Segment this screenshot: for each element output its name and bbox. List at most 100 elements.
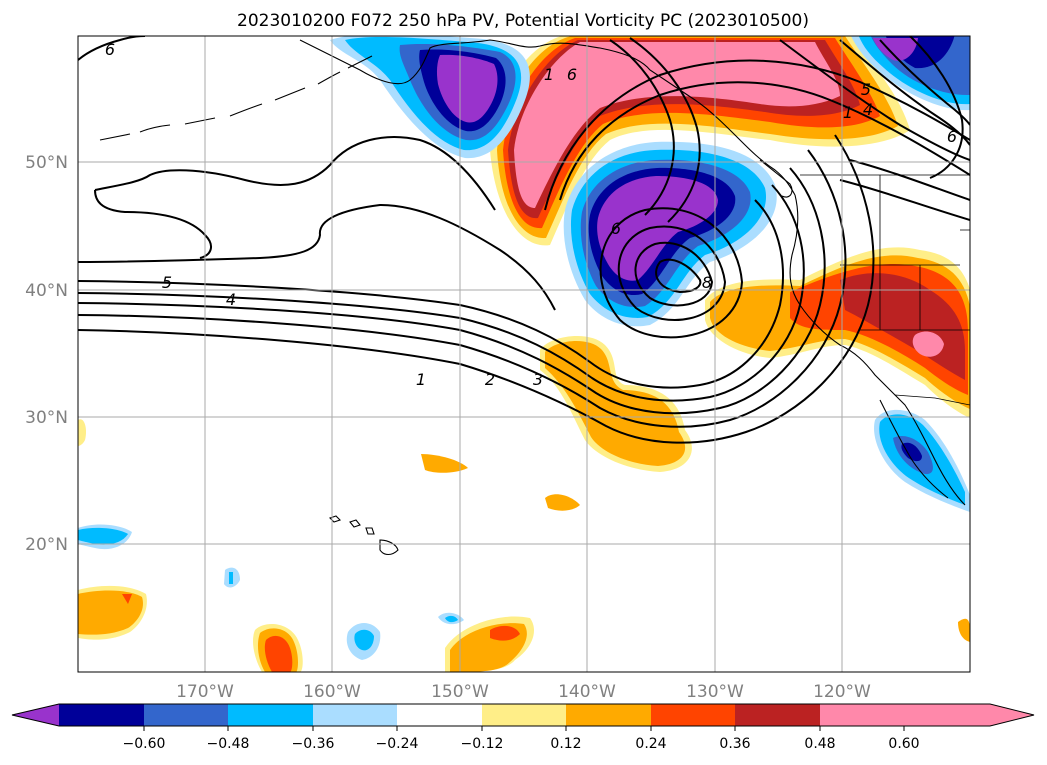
map-frame [77,35,971,673]
colorbar-outline [11,703,1035,727]
map-panel: 6 6 5 4 3 2 1 1 8 5 4 6 6 1 [77,35,971,673]
coastline-westcoast [789,194,966,506]
colorbar-tick-label: −0.48 [207,736,250,752]
contour-label: 3 [533,370,543,389]
pv-contour-1 [78,134,875,444]
pv-contour-labels: 6 6 5 4 3 2 1 1 8 5 4 6 6 1 [105,40,957,389]
pv-contour-cutoff [655,258,702,294]
contour-label: 4 [226,290,236,309]
lat-label: 40°N [25,281,68,301]
colorbar-tick-label: −0.24 [376,736,419,752]
shade-positive-sw [490,625,520,641]
contour-label: 1 [843,103,853,122]
pv-contour-ridge [559,81,970,201]
shade-negative-cutoff [597,176,718,281]
graticule [78,36,970,672]
contour-label: 5 [861,80,871,99]
contour-label: 1 [544,65,554,84]
shade-negative-sw [354,629,374,651]
pv-contour-east [839,179,970,221]
colorbar-tick-label: −0.36 [292,736,335,752]
colorbar-swatch [482,704,566,726]
lon-label: 140°W [558,682,616,702]
border-states [840,175,970,331]
latitude-labels: 50°N 40°N 30°N 20°N [25,153,68,555]
shade-positive-sw [958,618,970,642]
colorbar-swatch [59,704,144,726]
contour-label: 6 [611,219,621,238]
colorbar-extend-left [12,704,59,726]
shade-positive-sw [545,494,580,511]
contour-label: 8 [702,273,712,292]
pv-contour-east [849,159,970,201]
lon-label: 170°W [176,682,234,702]
pv-contour-cutoff [599,207,744,339]
pv-contour-5-loop [94,189,212,259]
pv-contour-ridge [544,59,970,211]
colorbar-tick-label: 0.60 [888,736,919,752]
pv-contour-4 [78,184,805,402]
pv-contour-5-trough [78,203,556,311]
colorbar-swatch [313,704,397,726]
pv-contour-ridge [629,37,701,223]
shade-positive-sw [78,419,87,446]
shade-positive-sw [264,635,293,672]
pv-contour-3 [78,167,826,415]
longitude-labels: 170°W 160°W 150°W 140°W 130°W 120°W [176,682,871,702]
shade-positive-sw [122,594,132,604]
pv-contour-ridge [879,39,970,126]
colorbar-tick-label: −0.12 [461,736,504,752]
colorbar-swatch [566,704,651,726]
colorbar-swatch [228,704,313,726]
pv-contour-ridge [609,39,675,216]
lon-label: 160°W [303,682,361,702]
pv-contour-6-east [909,36,964,179]
colorbar-tick-label: 0.48 [804,736,835,752]
shade-negative-alaska [436,54,498,123]
contour-label: 6 [105,40,115,59]
contour-label: 5 [162,273,172,292]
shade-positive-coastal [912,331,944,357]
pv-contour-ridge [779,39,970,161]
shade-negative-sw [78,527,128,545]
pv-contour-5-polar [94,136,496,211]
shade-positive-sw [421,454,468,473]
contour-label: 6 [947,127,957,146]
contour-label: 1 [416,370,426,389]
lat-label: 30°N [25,408,68,428]
pv-contour-cutoff [617,225,727,321]
lon-label: 150°W [431,682,489,702]
coastline-alaska [299,39,796,196]
lon-label: 120°W [813,682,871,702]
coastline-aleutians [99,55,373,141]
colorbar-swatch [144,704,228,726]
figure-title: 2023010200 F072 250 hPa PV, Potential Vo… [237,11,809,31]
colorbar-swatch [397,704,482,726]
lat-label: 50°N [25,153,68,173]
colorbar: −0.60 −0.48 −0.36 −0.24 −0.12 0.12 0.24 … [11,703,1035,752]
contour-label: 6 [567,65,577,84]
colorbar-ticks: −0.60 −0.48 −0.36 −0.24 −0.12 0.12 0.24 … [123,726,920,752]
colorbar-tick-label: −0.60 [123,736,166,752]
colorbar-tick-label: 0.24 [635,736,666,752]
colorbar-swatch [651,704,735,726]
colorbar-tick-label: 0.36 [719,736,750,752]
colorbar-extend-right [904,704,1034,726]
coastlines [99,39,970,556]
contour-label: 4 [863,100,873,119]
colorbar-swatch [735,704,820,726]
lat-label: 20°N [25,535,68,555]
shade-negative-sw [445,615,458,623]
coastline-vancouver [759,159,793,198]
shade-negative-sw [229,572,233,584]
shade-negative-baja [901,442,922,462]
pv-contour-2 [78,149,847,428]
border-us-mexico [894,394,970,406]
contour-label: 2 [485,370,495,389]
colorbar-swatch [820,704,904,726]
lon-label: 130°W [686,682,744,702]
pv-contour-cutoff [634,241,714,307]
hawaii-islands [328,515,399,556]
colorbar-tick-label: 0.12 [550,736,581,752]
